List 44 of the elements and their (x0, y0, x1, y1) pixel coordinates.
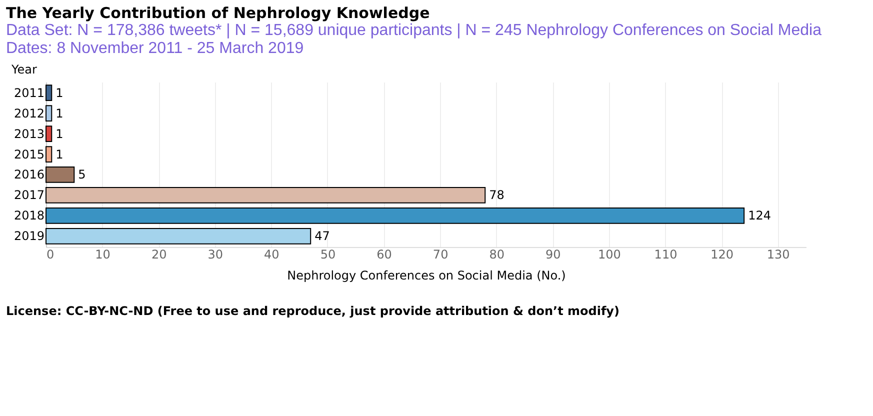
data-label: 5 (78, 168, 86, 182)
data-label: 1 (56, 106, 64, 120)
bar (46, 228, 312, 244)
text: Dates: 8 November 2011 - 25 March 2019 (6, 40, 305, 58)
y-tick-label: 2019 (14, 229, 44, 244)
x-tick-label: 40 (264, 248, 280, 262)
data-label: 124 (748, 208, 771, 223)
y-tick-label: 2012 (14, 106, 44, 120)
y-tick-label: 2018 (14, 208, 44, 223)
x-tick-label: 70 (432, 248, 448, 262)
x-tick-label: 30 (208, 248, 224, 262)
y-tick-label: 2015 (14, 147, 44, 162)
x-tick-label: 10 (95, 248, 110, 262)
y-tick-label: 2013 (14, 126, 44, 141)
y-axis-title: Year (10, 62, 37, 76)
x-tick-label: 60 (376, 248, 392, 262)
x-tick-label: 50 (320, 248, 336, 262)
bar (46, 166, 75, 183)
data-label: 1 (56, 147, 64, 162)
data-label: 1 (56, 126, 64, 141)
chart-subtitle: Data Set: N = 178,386 tweets* | N = 15,689 unique participants | N = 245 Nephrology Conferences on Social Media (6, 22, 822, 40)
x-tick-label: 110 (654, 248, 678, 262)
text: License: CC-BY-NC-ND (Free to use and reproduce, just provide attribution & don’t modify) (6, 304, 620, 318)
bar (46, 126, 52, 142)
x-tick-label: 0 (46, 248, 54, 262)
y-tick-label: 2016 (14, 168, 44, 182)
x-tick-label: 90 (546, 248, 561, 262)
data-label: 78 (489, 188, 504, 202)
x-axis-title: Nephrology Conferences on Social Media (No.) (287, 268, 566, 282)
x-tick-label: 20 (151, 248, 167, 262)
y-tick-label: 2017 (14, 188, 44, 202)
bar (46, 208, 745, 224)
data-label: 47 (314, 229, 330, 244)
data-label: 1 (56, 86, 64, 100)
bar (46, 187, 486, 204)
x-tick-label: 80 (489, 248, 505, 262)
bar (46, 105, 52, 122)
x-tick-label: 100 (598, 248, 621, 262)
bar (46, 84, 52, 101)
chart-title: The Yearly Contribution of Nephrology Knowledge (6, 4, 431, 22)
x-tick-label: 130 (766, 248, 790, 262)
bar (46, 146, 52, 162)
y-tick-label: 2011 (14, 86, 44, 100)
x-tick-label: 120 (710, 248, 734, 262)
